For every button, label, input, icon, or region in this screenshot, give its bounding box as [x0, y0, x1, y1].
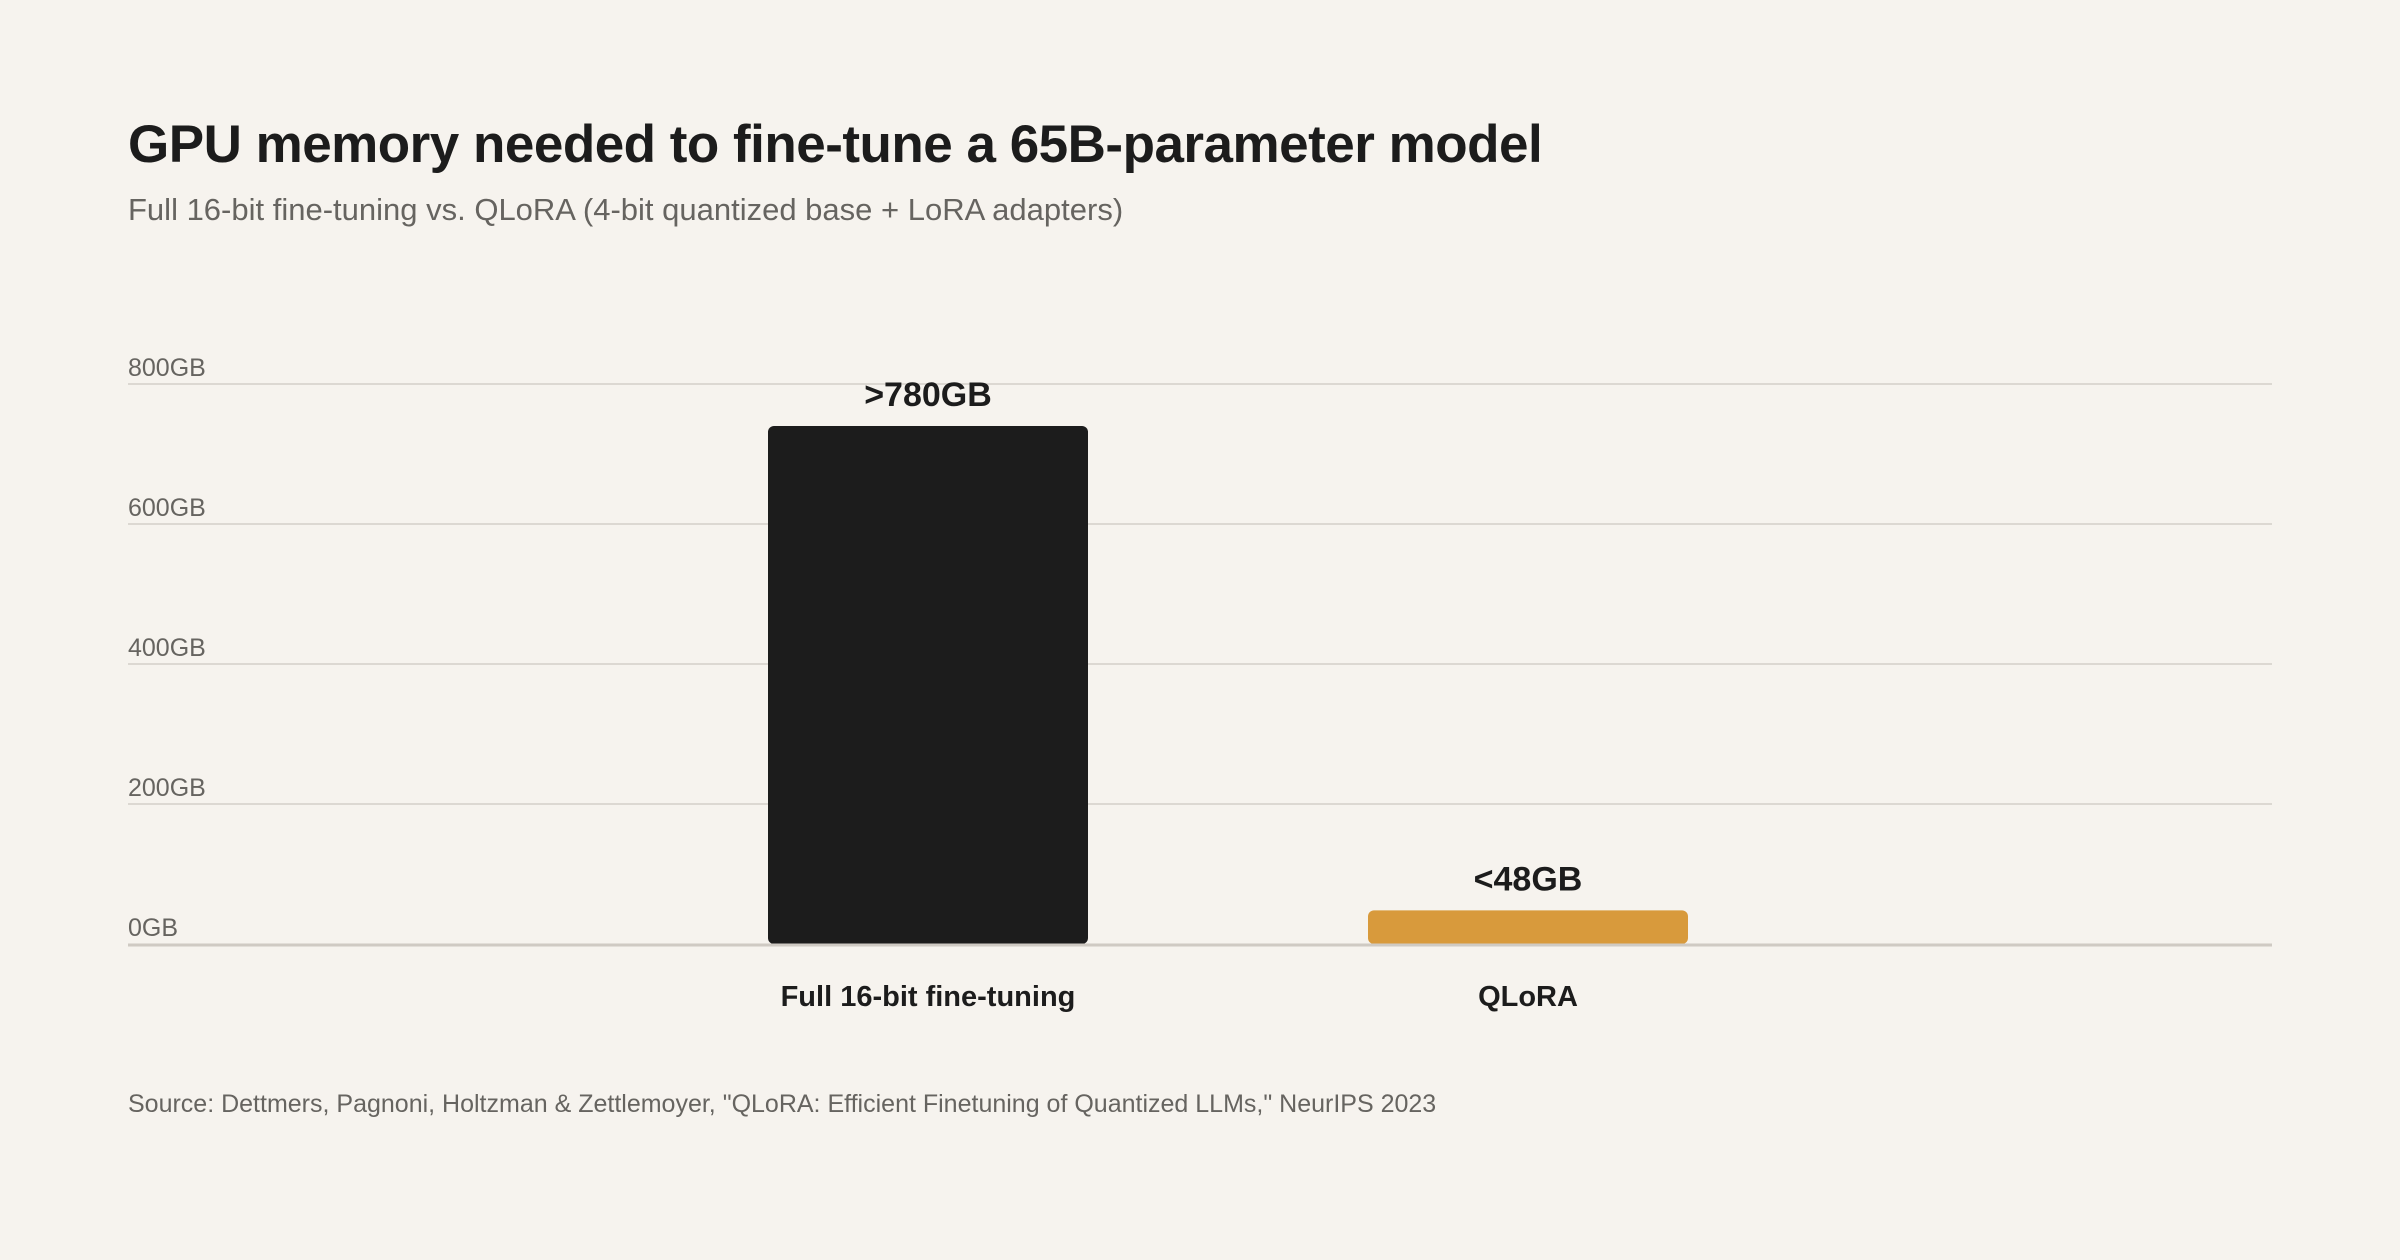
- y-tick-label: 800GB: [128, 354, 206, 382]
- chart-title: GPU memory needed to fine-tune a 65B-par…: [128, 115, 1543, 174]
- bar: [768, 426, 1088, 944]
- chart-subtitle: Full 16-bit fine-tuning vs. QLoRA (4-bit…: [128, 192, 1124, 227]
- x-tick-label: Full 16-bit fine-tuning: [781, 981, 1076, 1013]
- x-tick-label: QLoRA: [1478, 981, 1578, 1013]
- y-tick-label: 200GB: [128, 774, 206, 802]
- data-label: >780GB: [864, 376, 992, 414]
- source-note: Source: Dettmers, Pagnoni, Holtzman & Ze…: [128, 1090, 1437, 1118]
- y-tick-label: 600GB: [128, 494, 206, 522]
- bar: [1368, 910, 1688, 944]
- y-tick-label: 400GB: [128, 634, 206, 662]
- y-tick-label: 0GB: [128, 914, 178, 942]
- data-label: <48GB: [1474, 860, 1583, 898]
